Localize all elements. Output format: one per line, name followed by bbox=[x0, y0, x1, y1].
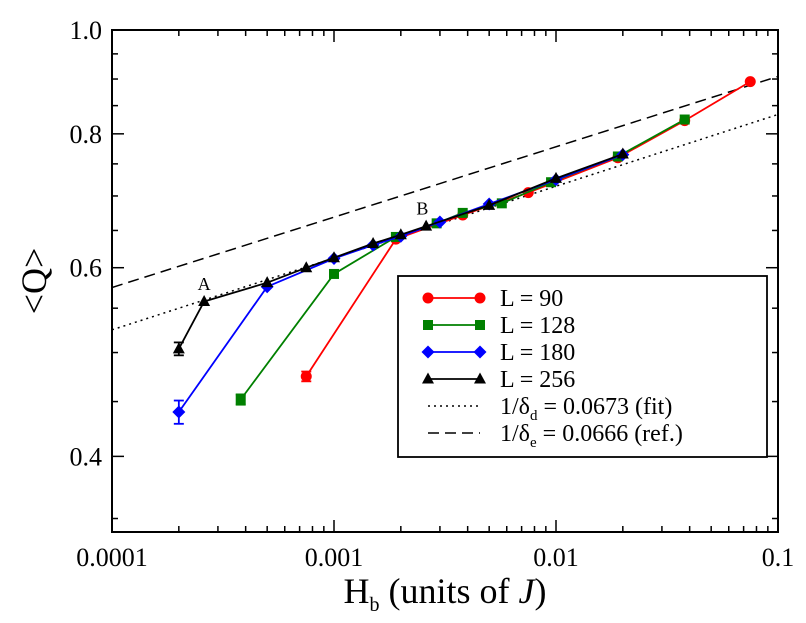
x-axis-label: Hb (units of J) bbox=[344, 571, 547, 616]
axes: 0.0001 0.001 0.01 0.1 0.4 0.6 0.8 1.0 bbox=[70, 16, 795, 572]
x-axis-label-rest: (units of bbox=[380, 571, 519, 611]
data-point bbox=[420, 219, 433, 231]
legend-label: 1/δd = 0.0673 (fit) bbox=[500, 394, 672, 424]
data-point bbox=[496, 198, 507, 209]
legend-item: L = 180 bbox=[421, 340, 575, 366]
legend-marker bbox=[473, 345, 487, 359]
y-tick-label: 0.8 bbox=[70, 120, 103, 149]
data-point bbox=[198, 294, 211, 306]
data-point bbox=[328, 251, 340, 263]
data-point bbox=[329, 268, 339, 279]
annotation-A: A bbox=[198, 274, 211, 294]
legend-marker bbox=[421, 345, 435, 359]
y-axis-label: <Q> bbox=[14, 248, 54, 315]
data-point bbox=[483, 198, 496, 210]
x-tick-label: 0.1 bbox=[762, 543, 795, 572]
data-point bbox=[261, 276, 274, 288]
data-point bbox=[300, 261, 313, 273]
y-tick-label: 0.4 bbox=[70, 442, 103, 471]
data-point bbox=[616, 147, 629, 159]
x-tick-label: 0.001 bbox=[305, 543, 364, 572]
legend-marker bbox=[422, 372, 434, 384]
y-tick-label: 0.6 bbox=[70, 254, 103, 283]
legend-marker bbox=[422, 292, 434, 304]
data-point bbox=[300, 370, 312, 382]
data-point bbox=[367, 237, 380, 249]
x-axis-label-main: H bbox=[344, 571, 370, 611]
y-tick-label: 1.0 bbox=[70, 16, 103, 45]
legend-label: L = 180 bbox=[500, 340, 575, 366]
data-point bbox=[744, 76, 756, 88]
x-tick-label: 0.0001 bbox=[76, 543, 148, 572]
plot-content bbox=[112, 75, 778, 425]
legend-label: L = 256 bbox=[500, 367, 575, 393]
legend-item: L = 256 bbox=[422, 367, 575, 393]
series-4 bbox=[172, 147, 629, 357]
legend-item-dashed: 1/δe = 0.0666 (ref.) bbox=[428, 421, 683, 451]
x-tick-label: 0.01 bbox=[533, 543, 579, 572]
legend-item-dotted: 1/δd = 0.0673 (fit) bbox=[428, 394, 672, 424]
plot-frame bbox=[111, 29, 779, 533]
legend-label: L = 90 bbox=[500, 286, 563, 312]
legend-marker bbox=[423, 320, 433, 330]
legend-marker bbox=[474, 292, 486, 304]
data-point bbox=[235, 394, 246, 405]
data-point bbox=[172, 342, 185, 354]
annotation-B: B bbox=[416, 198, 428, 218]
x-axis-label-sub: b bbox=[370, 594, 380, 616]
legend-label: L = 128 bbox=[500, 313, 575, 339]
data-point bbox=[679, 114, 690, 125]
x-axis-label-close: ) bbox=[534, 571, 546, 611]
x-axis-label-italic: J bbox=[519, 571, 537, 611]
axis-labels: A B Hb (units of J) <Q> bbox=[14, 198, 546, 616]
legend-item: L = 90 bbox=[422, 286, 563, 312]
legend-item: L = 128 bbox=[423, 313, 575, 339]
legend-marker bbox=[474, 372, 486, 384]
legend-box bbox=[397, 275, 768, 458]
data-point bbox=[550, 171, 562, 183]
legend-marker bbox=[475, 320, 485, 330]
data-point bbox=[394, 228, 407, 240]
reference-line-dashed bbox=[112, 75, 778, 289]
legend-label: 1/δe = 0.0666 (ref.) bbox=[500, 421, 683, 451]
data-point bbox=[172, 405, 186, 419]
